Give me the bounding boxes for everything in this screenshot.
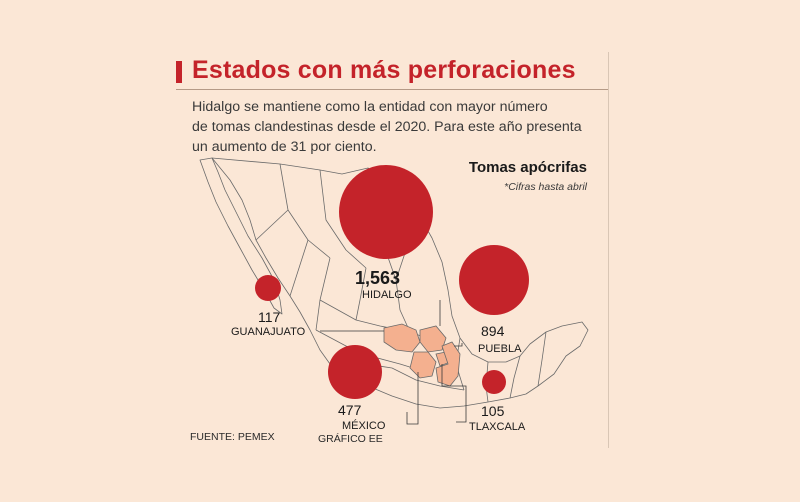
map-outline	[199, 157, 589, 409]
intro-line: un aumento de 31 por ciento.	[192, 139, 377, 155]
bubble-guanajuato	[255, 275, 281, 301]
bubble-puebla	[459, 245, 529, 315]
mexico-map	[199, 157, 589, 425]
title-divider	[176, 89, 608, 90]
hidalgo-label: HIDALGO	[362, 289, 412, 301]
infographic-title: Estados con más perforaciones	[192, 56, 576, 84]
intro-line: Hidalgo se mantiene como la entidad con …	[192, 99, 548, 115]
infographic-card	[168, 52, 609, 448]
puebla-value: 894	[481, 323, 505, 339]
guanajuato-value: 117	[258, 309, 281, 325]
intro-line: de tomas clandestinas desde el 2020. Par…	[192, 119, 582, 135]
bubble-hidalgo	[339, 165, 433, 259]
source-note: FUENTE: PEMEX	[190, 431, 275, 443]
bubbles	[255, 165, 529, 399]
highlighted-states	[383, 323, 461, 387]
guanajuato-label: GUANAJUATO	[231, 326, 306, 338]
mexico-value: 477	[338, 402, 362, 418]
hidalgo-shape	[419, 325, 447, 353]
mexico-label: MÉXICO	[342, 420, 386, 432]
title-accent-bar	[176, 61, 182, 83]
tlaxcala-value: 105	[481, 403, 505, 419]
puebla-label: PUEBLA	[478, 343, 522, 355]
leader-lines	[320, 300, 467, 425]
hidalgo-value: 1,563	[355, 268, 401, 288]
legend-note: *Cifras hasta abril	[504, 181, 587, 193]
bubble-tlaxcala	[482, 370, 506, 394]
intro-text: Hidalgo se mantiene como la entidad con …	[192, 97, 592, 157]
graphic-credit: GRÁFICO EE	[318, 433, 383, 445]
tlaxcala-label: TLAXCALA	[469, 421, 526, 433]
guanajuato-shape	[383, 323, 421, 353]
mexico-state-shape	[409, 351, 437, 379]
bubble-mexico	[328, 345, 382, 399]
legend-title: Tomas apócrifas	[468, 159, 587, 176]
